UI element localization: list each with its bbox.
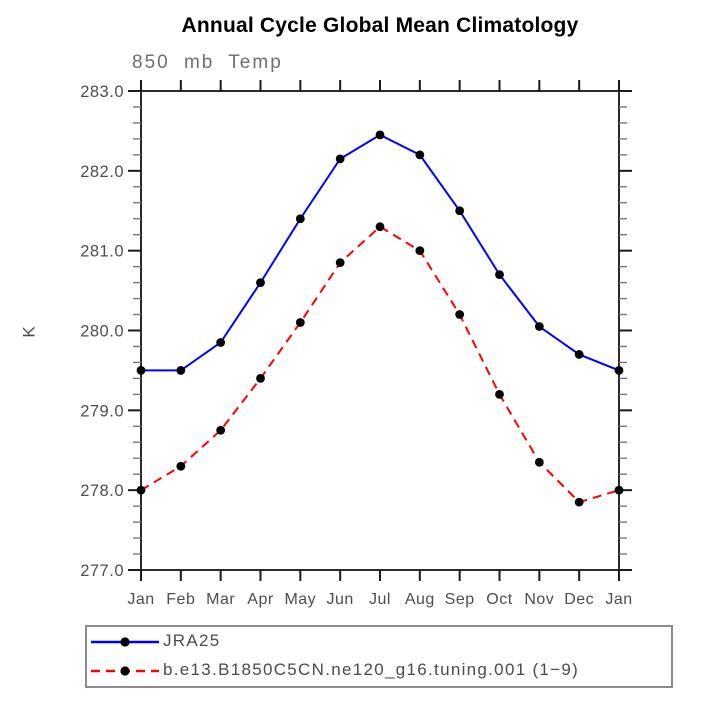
chart-subtitle: 850 mb Temp bbox=[132, 52, 283, 73]
y-tick-label: 280.0 bbox=[80, 323, 124, 341]
legend-box: JRA25 b.e13.B1850C5CN.ne120_g16.tuning.00… bbox=[85, 625, 673, 688]
data-point-marker bbox=[495, 270, 504, 280]
series-line-0 bbox=[141, 133, 620, 372]
legend-line-sample bbox=[91, 666, 159, 676]
y-tick-label: 281.0 bbox=[80, 243, 124, 261]
data-point-marker bbox=[455, 310, 465, 319]
data-point-marker bbox=[534, 322, 544, 331]
data-point-marker bbox=[455, 206, 465, 216]
x-tick-label: Apr bbox=[247, 591, 274, 608]
data-point-marker bbox=[574, 497, 584, 507]
data-point-marker bbox=[415, 246, 425, 256]
chart-title: Annual Cycle Global Mean Climatology bbox=[181, 14, 579, 37]
legend-item: JRA25 bbox=[87, 629, 671, 655]
legend-line-sample bbox=[91, 637, 159, 647]
data-point-marker bbox=[216, 425, 226, 435]
data-point-marker bbox=[136, 366, 146, 375]
y-tick-label: 279.0 bbox=[80, 402, 124, 420]
legend-item: b.e13.B1850C5CN.ne120_g16.tuning.001 (1−… bbox=[87, 658, 671, 684]
data-point-marker bbox=[335, 154, 345, 164]
data-point-marker bbox=[176, 366, 186, 375]
data-point-marker bbox=[375, 130, 385, 140]
data-point-marker bbox=[295, 318, 305, 327]
x-tick-label: Dec bbox=[564, 591, 594, 608]
data-point-marker bbox=[136, 485, 146, 495]
legend-label: JRA25 bbox=[163, 631, 221, 651]
x-tick-label: Nov bbox=[524, 591, 554, 608]
legend-marker bbox=[120, 637, 130, 647]
data-point-marker bbox=[614, 485, 624, 495]
plot-frame bbox=[140, 90, 620, 571]
data-point-marker bbox=[216, 338, 226, 347]
series-line-1 bbox=[140, 225, 620, 504]
y-tick-label: 277.0 bbox=[80, 562, 124, 580]
x-tick-label: Aug bbox=[405, 591, 435, 608]
y-tick-label: 278.0 bbox=[80, 482, 124, 500]
data-point-marker bbox=[415, 150, 425, 160]
data-point-marker bbox=[534, 457, 544, 467]
legend-label: b.e13.B1850C5CN.ne120_g16.tuning.001 (1−… bbox=[163, 659, 580, 679]
x-tick-label: Jun bbox=[327, 591, 354, 608]
x-tick-label: Mar bbox=[206, 591, 235, 608]
data-point-marker bbox=[375, 222, 385, 232]
x-tick-label: Sep bbox=[445, 591, 475, 608]
x-tick-label: Jan bbox=[605, 591, 632, 608]
y-tick-label: 283.0 bbox=[80, 83, 124, 101]
x-tick-label: May bbox=[284, 591, 316, 608]
data-point-marker bbox=[495, 389, 504, 399]
data-point-marker bbox=[256, 374, 265, 383]
data-point-marker bbox=[176, 461, 186, 471]
data-point-marker bbox=[335, 258, 345, 268]
data-point-marker bbox=[295, 214, 305, 224]
y-tick-label: 282.0 bbox=[80, 163, 124, 181]
x-tick-label: Oct bbox=[486, 591, 512, 608]
x-tick-label: Jul bbox=[369, 591, 391, 608]
legend-marker bbox=[120, 666, 130, 676]
x-tick-label: Jan bbox=[127, 591, 154, 608]
data-point-marker bbox=[574, 350, 584, 359]
data-point-marker bbox=[256, 278, 265, 287]
data-point-marker bbox=[614, 366, 624, 375]
x-tick-label: Feb bbox=[166, 591, 195, 608]
